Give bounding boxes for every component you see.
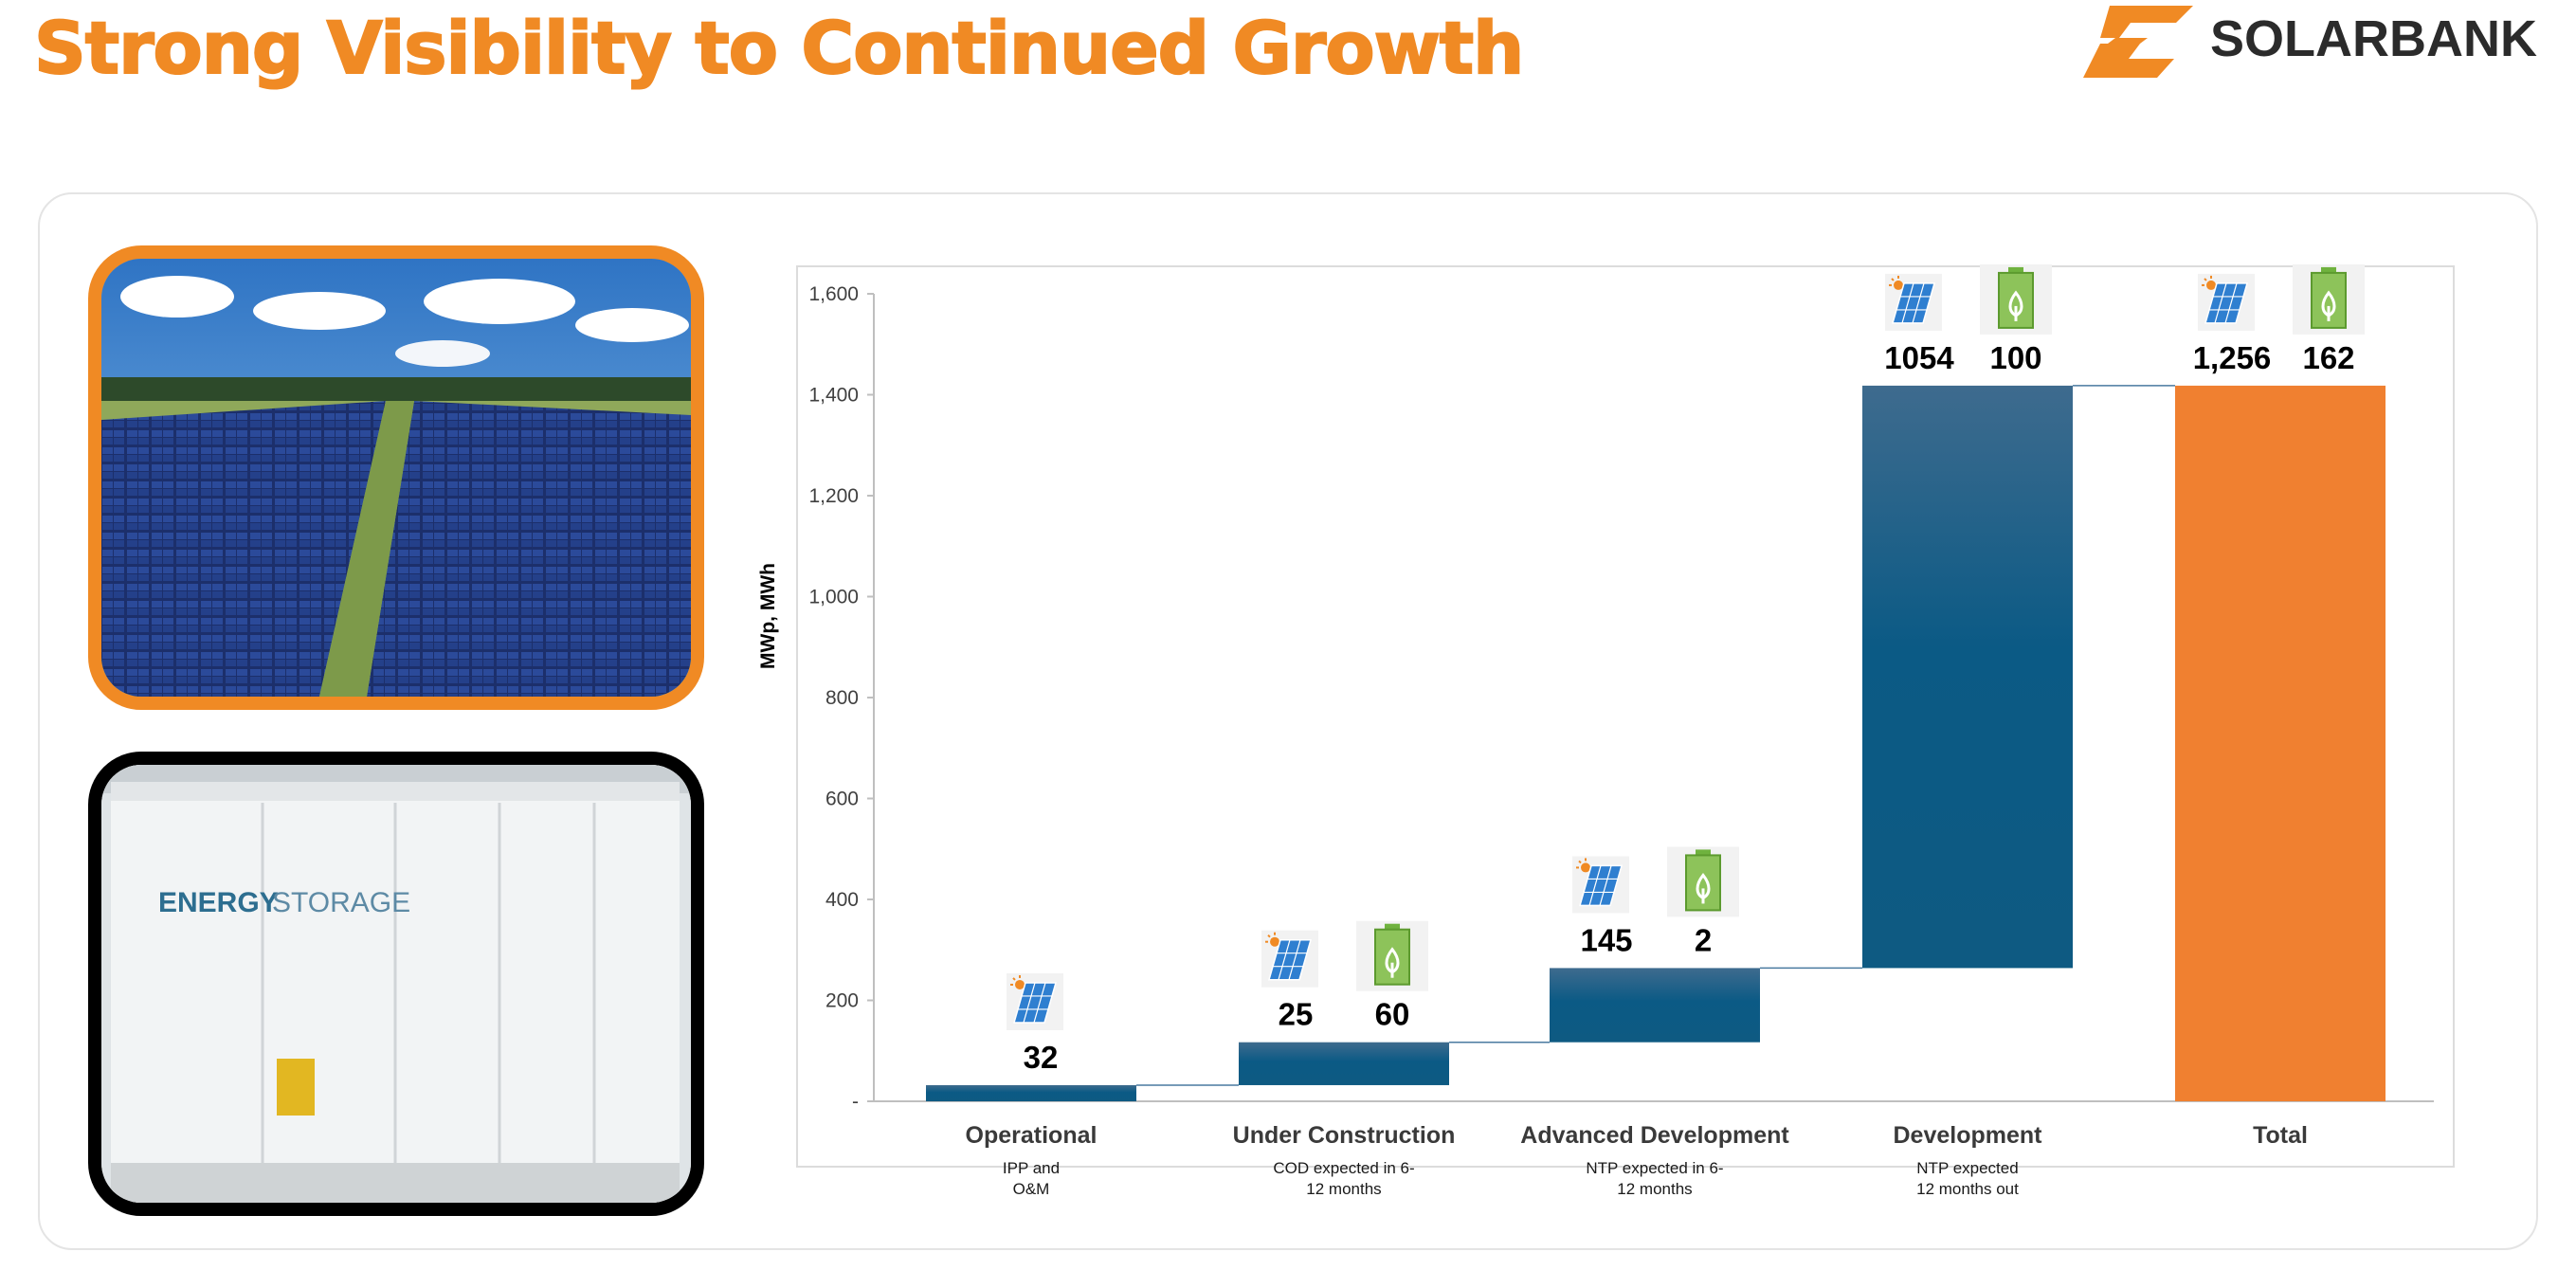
y-tick-label: 1,600 [808,283,859,305]
logo-mark-icon [2083,6,2193,78]
waterfall-chart: - 200 400 600 800 1,000 1,200 1,400 1,600 Operat… [758,263,2434,1198]
y-tick-label: 1,400 [808,385,859,407]
solar-panel-icon [1884,272,1943,332]
storage-value-label: 2 [1695,922,1712,957]
solar-panel-icon [1261,929,1319,989]
storage-value-label: 162 [2302,340,2354,375]
solar-farm-photo [88,245,704,710]
solar-value-label: 145 [1580,922,1632,957]
solar-panel-icon [2197,272,2256,332]
solar-value-label: 1054 [1884,340,1954,375]
energy-storage-photo: ENERGY STORAGE [88,752,704,1216]
category-label: Under Construction [1233,1122,1456,1149]
solar-value-label: 32 [1024,1040,1059,1075]
category-label: Total [2253,1122,2308,1149]
battery-storage-icon [2291,263,2367,336]
storage-value-label: 100 [1989,340,2041,375]
solar-value-label: 1,256 [2193,340,2272,375]
category-label: Advanced Development [1520,1122,1789,1149]
bar-development [1862,385,2073,969]
storage-label-energy: ENERGY [158,887,279,918]
category-sublabel: 12 months [1617,1180,1692,1198]
y-tick-label: 400 [825,889,859,911]
category-sublabel: 12 months [1306,1180,1381,1198]
bar-operational [926,1084,1136,1101]
y-tick-label: 1,000 [808,587,859,608]
category-sublabel: COD expected in 6- [1273,1159,1414,1177]
category-sublabel: NTP expected [1916,1159,2018,1177]
battery-storage-icon [1665,844,1741,918]
y-tick-label: 200 [825,990,859,1012]
y-tick-label: 600 [825,789,859,810]
y-tick-label: 800 [825,687,859,709]
bar-under-construction [1239,1042,1449,1085]
category-label: Development [1894,1122,2043,1149]
y-tick-label: - [852,1091,859,1113]
solar-panel-icon [1571,855,1630,915]
category-sublabel: NTP expected in 6- [1586,1159,1723,1177]
category-sublabel: O&M [1013,1180,1050,1198]
category-sublabel: 12 months out [1916,1180,2019,1198]
page-title: Strong Visibility to Continued Growth [33,5,1525,91]
category-sublabel: IPP and [1003,1159,1060,1177]
solarbank-logo: SOLARBANK [2081,4,2555,80]
battery-storage-icon [1354,919,1430,993]
solar-value-label: 25 [1279,997,1314,1032]
storage-label-storage: STORAGE [272,887,410,918]
storage-value-label: 60 [1375,997,1410,1032]
bar-advanced-development [1550,968,1760,1043]
logo-text: SOLARBANK [2210,10,2537,67]
battery-storage-icon [1978,263,2054,336]
chart-labels: Operational IPP and O&M 32 Under Constructio… [966,263,2367,1198]
chart-bars [926,385,2386,1101]
y-tick-label: 1,200 [808,485,859,507]
solar-panel-icon [1006,971,1064,1031]
bar-total [2175,385,2386,1101]
y-axis-label: MWp, MWh [758,563,779,669]
category-label: Operational [966,1122,1098,1149]
